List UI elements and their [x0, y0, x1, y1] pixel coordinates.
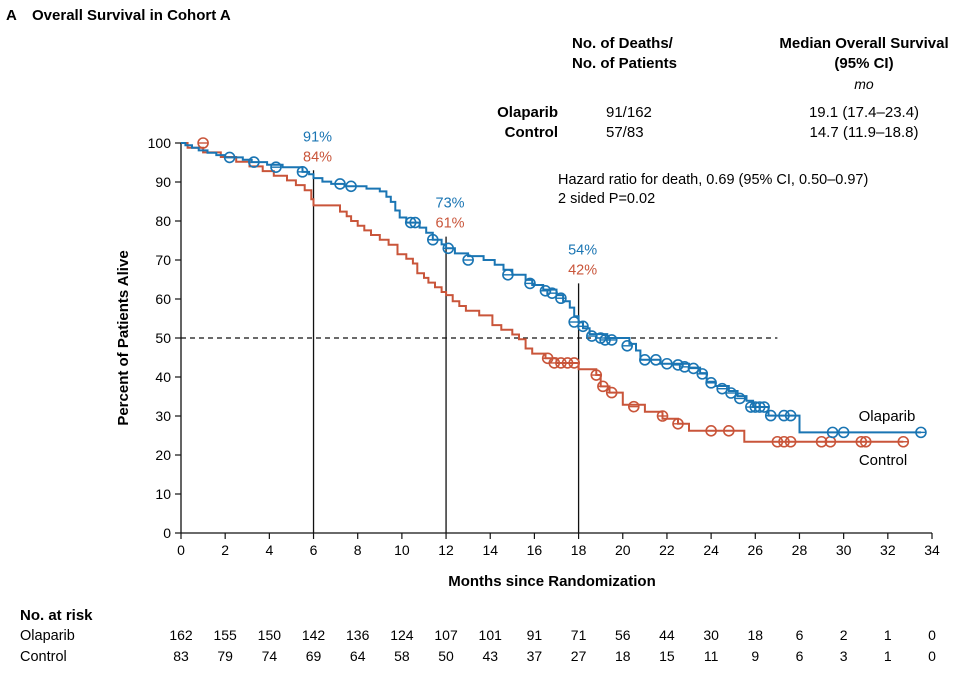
risk-value: 18: [615, 648, 631, 664]
risk-value: 6: [796, 627, 804, 643]
risk-value: 1: [884, 648, 892, 664]
risk-value: 83: [173, 648, 189, 664]
median-header-unit: mo: [854, 76, 874, 92]
risk-value: 0: [928, 648, 936, 664]
p-value-text: 2 sided P=0.02: [558, 191, 655, 207]
summary-group-olaparib: Olaparib: [497, 104, 558, 121]
risk-value: 91: [527, 627, 543, 643]
y-tick-label: 50: [155, 330, 171, 346]
plot-area: 0 2 4 6 8 10 12 14 16 18 20 22 24 26 28 30 32 34010203040…: [20, 129, 940, 665]
risk-value: 142: [302, 627, 326, 643]
y-tick-label: 0: [163, 525, 171, 541]
curve-label-olaparib: Olaparib: [859, 408, 916, 425]
risk-value: 6: [796, 648, 804, 664]
risk-value: 69: [306, 648, 322, 664]
summary-deaths-olaparib: 91/162: [606, 104, 652, 121]
x-tick-label: 28: [792, 542, 808, 558]
x-tick-label: 18: [571, 542, 587, 558]
risk-value: 101: [479, 627, 503, 643]
risk-value: 107: [434, 627, 458, 643]
x-tick-label: 6: [310, 542, 318, 558]
risk-value: 44: [659, 627, 675, 643]
x-tick-label: 10: [394, 542, 410, 558]
x-tick-label: 0: [177, 542, 185, 558]
risk-value: 11: [704, 648, 719, 664]
risk-value: 0: [928, 627, 936, 643]
x-tick-label: 20: [615, 542, 631, 558]
x-tick-label: 16: [527, 542, 543, 558]
landmark-label-control: 84%: [303, 149, 332, 165]
panel-letter: A: [6, 7, 17, 24]
y-tick-label: 10: [155, 486, 171, 502]
x-tick-label: 30: [836, 542, 852, 558]
chart-title: Overall Survival in Cohort A: [32, 7, 231, 24]
x-tick-label: 24: [703, 542, 719, 558]
risk-value: 1: [884, 627, 892, 643]
landmark-label-olaparib: 54%: [568, 242, 597, 258]
risk-value: 79: [217, 648, 233, 664]
risk-value: 15: [659, 648, 675, 664]
risk-row-name: Olaparib: [20, 628, 75, 644]
summary-median-olaparib: 19.1 (17.4–23.4): [809, 104, 919, 121]
risk-row-name: Control: [20, 649, 67, 665]
risk-value: 150: [258, 627, 282, 643]
risk-value: 136: [346, 627, 370, 643]
x-tick-label: 12: [438, 542, 454, 558]
x-tick-label: 4: [265, 542, 273, 558]
risk-table-title: No. at risk: [20, 607, 93, 624]
risk-value: 18: [748, 627, 764, 643]
risk-value: 71: [571, 627, 587, 643]
risk-value: 56: [615, 627, 631, 643]
x-tick-label: 34: [924, 542, 940, 558]
x-tick-label: 8: [354, 542, 362, 558]
y-tick-label: 80: [155, 213, 171, 229]
x-tick-label: 22: [659, 542, 675, 558]
landmark-label-olaparib: 73%: [436, 196, 465, 212]
risk-value: 74: [262, 648, 278, 664]
summary-group-control: Control: [505, 124, 558, 141]
deaths-header-line2: No. of Patients: [572, 55, 677, 72]
y-tick-label: 100: [148, 135, 172, 151]
x-tick-label: 14: [482, 542, 498, 558]
risk-value: 9: [751, 648, 759, 664]
hazard-ratio-text: Hazard ratio for death, 0.69 (95% CI, 0.…: [558, 172, 868, 188]
risk-value: 3: [840, 648, 848, 664]
risk-value: 64: [350, 648, 366, 664]
risk-value: 124: [390, 627, 414, 643]
risk-value: 43: [482, 648, 498, 664]
summary-deaths-control: 57/83: [606, 124, 644, 141]
curve-label-control: Control: [859, 452, 907, 469]
landmark-label-control: 42%: [568, 262, 597, 278]
landmark-label-control: 61%: [436, 216, 465, 232]
risk-value: 2: [840, 627, 848, 643]
y-tick-label: 70: [155, 252, 171, 268]
y-axis-title: Percent of Patients Alive: [115, 250, 132, 425]
risk-value: 155: [213, 627, 237, 643]
y-tick-label: 90: [155, 174, 171, 190]
x-tick-label: 2: [221, 542, 229, 558]
x-axis-title: Months since Randomization: [448, 573, 656, 590]
x-tick-label: 32: [880, 542, 896, 558]
risk-value: 30: [703, 627, 719, 643]
risk-value: 37: [527, 648, 543, 664]
y-tick-label: 60: [155, 291, 171, 307]
median-header-line1: Median Overall Survival: [779, 35, 948, 52]
x-tick-label: 26: [748, 542, 764, 558]
y-tick-label: 30: [155, 408, 171, 424]
summary-median-control: 14.7 (11.9–18.8): [810, 124, 919, 141]
risk-value: 27: [571, 648, 587, 664]
risk-value: 50: [438, 648, 454, 664]
landmark-label-olaparib: 91%: [303, 129, 332, 145]
deaths-header-line1: No. of Deaths/: [572, 35, 674, 52]
risk-value: 58: [394, 648, 410, 664]
y-tick-label: 40: [155, 369, 171, 385]
y-tick-label: 20: [155, 447, 171, 463]
risk-value: 162: [169, 627, 193, 643]
median-header-line2: (95% CI): [834, 55, 893, 72]
